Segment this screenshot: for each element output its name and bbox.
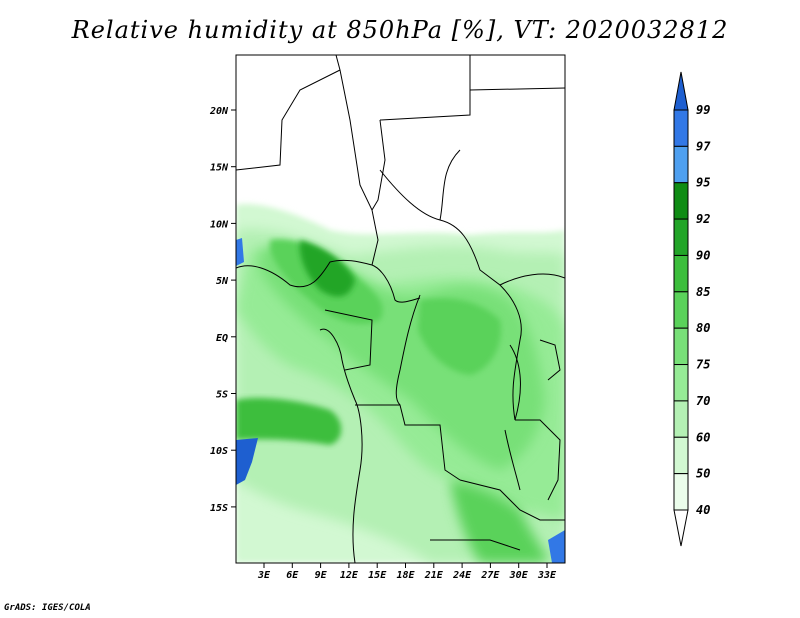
- colorbar-label: 92: [696, 212, 710, 226]
- colorbar-label: 85: [696, 285, 710, 299]
- lat-label: 10S: [210, 446, 228, 457]
- colorbar-label: 97: [696, 139, 711, 153]
- lat-label: 15S: [210, 503, 228, 514]
- colorbar-label: 40: [696, 503, 710, 517]
- colorbar: 99 97 95 92 90 85 80 75 70 60 50 40: [673, 71, 711, 547]
- colorbar-segment: [673, 400, 689, 438]
- credit-text: GrADS: IGES/COLA: [4, 603, 91, 613]
- colorbar-segment: [673, 436, 689, 475]
- lon-label: 9E: [315, 570, 328, 581]
- colorbar-label: 80: [696, 321, 710, 335]
- lat-label: EQ: [216, 333, 228, 344]
- country-borders: [236, 55, 565, 563]
- colorbar-segment: [673, 218, 689, 256]
- lon-label: 6E: [286, 570, 299, 581]
- colorbar-segment: [673, 254, 689, 293]
- colorbar-label: 60: [696, 430, 710, 444]
- colorbar-label: 99: [696, 103, 710, 117]
- colorbar-label: 70: [696, 394, 710, 408]
- lat-label: 5S: [216, 390, 228, 401]
- colorbar-segment: [673, 327, 689, 366]
- colorbar-bottom-arrow: [673, 509, 689, 547]
- colorbar-label: 75: [696, 358, 710, 372]
- latitude-axis: 20N 15N 10N 5N EQ 5S 10S 15S: [209, 106, 236, 514]
- lat-label: 20N: [209, 106, 229, 117]
- lon-label: 3E: [257, 570, 271, 581]
- lon-label: 33E: [537, 570, 557, 581]
- colorbar-segment: [673, 291, 689, 329]
- colorbar-segment: [673, 109, 689, 147]
- colorbar-segment: [673, 182, 689, 220]
- colorbar-label: 90: [696, 248, 710, 262]
- lat-label: 10N: [210, 219, 229, 230]
- lat-label: 15N: [210, 163, 229, 174]
- lon-label: 18E: [396, 570, 415, 581]
- colorbar-segment: [673, 473, 689, 511]
- colorbar-label: 50: [696, 467, 710, 481]
- lon-label: 27E: [480, 570, 500, 581]
- lon-label: 24E: [452, 570, 472, 581]
- humidity-field: [236, 55, 565, 563]
- colorbar-segment: [673, 145, 689, 184]
- lon-label: 15E: [368, 570, 387, 581]
- longitude-axis: 3E 6E 9E 12E 15E 18E 21E 24E 27E 30E 33E: [257, 563, 557, 581]
- map-title: Relative humidity at 850hPa [%], VT: 202…: [71, 16, 729, 44]
- lon-label: 21E: [424, 570, 444, 581]
- lat-label: 5N: [216, 276, 229, 287]
- colorbar-segment: [673, 364, 689, 402]
- colorbar-label: 95: [696, 176, 710, 190]
- lon-label: 30E: [509, 570, 529, 581]
- lon-label: 12E: [340, 570, 359, 581]
- map-frame: [235, 54, 566, 564]
- colorbar-top-arrow: [673, 71, 689, 111]
